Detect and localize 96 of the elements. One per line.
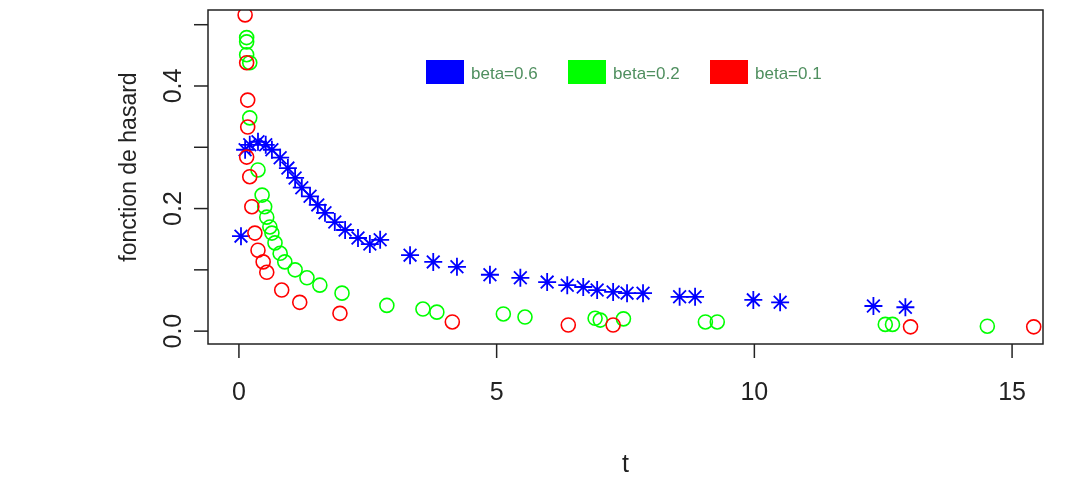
point <box>1025 319 1042 335</box>
point <box>241 168 258 185</box>
point <box>359 234 380 255</box>
point <box>238 149 255 165</box>
point <box>238 46 255 63</box>
point <box>560 317 577 333</box>
point <box>277 254 293 270</box>
point <box>307 194 328 215</box>
point <box>324 212 345 232</box>
point <box>415 301 431 317</box>
point <box>633 283 653 304</box>
point <box>617 283 637 304</box>
point <box>254 187 270 203</box>
point <box>877 316 894 333</box>
point <box>902 319 919 335</box>
point <box>429 304 445 320</box>
x-tick-label: 5 <box>489 377 504 405</box>
point <box>348 228 368 248</box>
x-tick-label: 10 <box>740 377 769 405</box>
point <box>863 296 884 316</box>
point <box>247 225 263 241</box>
point <box>237 10 253 23</box>
point <box>685 286 705 307</box>
point <box>370 229 391 250</box>
point <box>709 314 726 330</box>
point <box>285 168 306 188</box>
x-tick-label: 0 <box>231 377 246 405</box>
point <box>573 277 594 297</box>
point <box>300 186 320 207</box>
point <box>480 264 500 285</box>
point <box>592 312 609 328</box>
point <box>669 286 690 307</box>
point <box>517 309 533 325</box>
legend-label: beta=0.1 <box>755 64 822 83</box>
point <box>239 134 260 155</box>
point <box>231 226 251 247</box>
point <box>287 262 303 278</box>
point <box>291 177 312 198</box>
point <box>239 92 256 108</box>
point <box>895 297 916 318</box>
point <box>444 314 461 330</box>
point <box>603 282 624 302</box>
point <box>272 245 288 262</box>
point <box>248 131 268 152</box>
point <box>423 251 444 272</box>
point <box>250 162 266 178</box>
point <box>256 198 273 215</box>
point <box>258 209 275 225</box>
point <box>587 280 608 300</box>
point <box>235 139 256 160</box>
point <box>238 34 255 50</box>
point <box>315 202 335 223</box>
point <box>335 220 355 240</box>
legend-label: beta=0.2 <box>613 64 680 83</box>
point <box>697 314 714 330</box>
point <box>510 267 531 288</box>
point <box>615 311 632 327</box>
point <box>332 305 348 322</box>
point <box>241 110 258 126</box>
point <box>495 306 512 322</box>
point <box>605 317 621 333</box>
point <box>262 139 282 160</box>
point <box>557 275 578 296</box>
point <box>587 310 603 327</box>
point <box>239 119 256 135</box>
point <box>537 272 558 292</box>
x-tick-label: 15 <box>998 377 1026 405</box>
point <box>244 198 260 215</box>
point <box>238 29 255 46</box>
x-axis-title: t <box>622 449 630 477</box>
point <box>255 134 276 155</box>
point <box>273 282 290 298</box>
y-tick-label: 0.4 <box>158 68 186 104</box>
y-tick-label: 0.2 <box>158 191 186 226</box>
point <box>262 219 278 235</box>
point <box>267 235 283 251</box>
legend-label: beta=0.6 <box>471 64 538 83</box>
point <box>250 242 266 259</box>
point <box>264 225 280 241</box>
point <box>379 297 395 314</box>
y-axis-title: fonction de hasard <box>115 72 141 262</box>
point <box>277 158 298 179</box>
point <box>270 147 291 168</box>
point <box>334 285 350 301</box>
point <box>884 316 901 333</box>
point <box>979 318 996 335</box>
point <box>743 289 764 310</box>
point <box>312 277 328 293</box>
point <box>400 245 420 266</box>
y-tick-label: 0.0 <box>158 313 186 349</box>
point <box>770 292 791 313</box>
point <box>258 264 275 281</box>
point <box>255 254 271 270</box>
point <box>299 270 315 286</box>
point <box>291 294 308 311</box>
point <box>447 256 467 277</box>
